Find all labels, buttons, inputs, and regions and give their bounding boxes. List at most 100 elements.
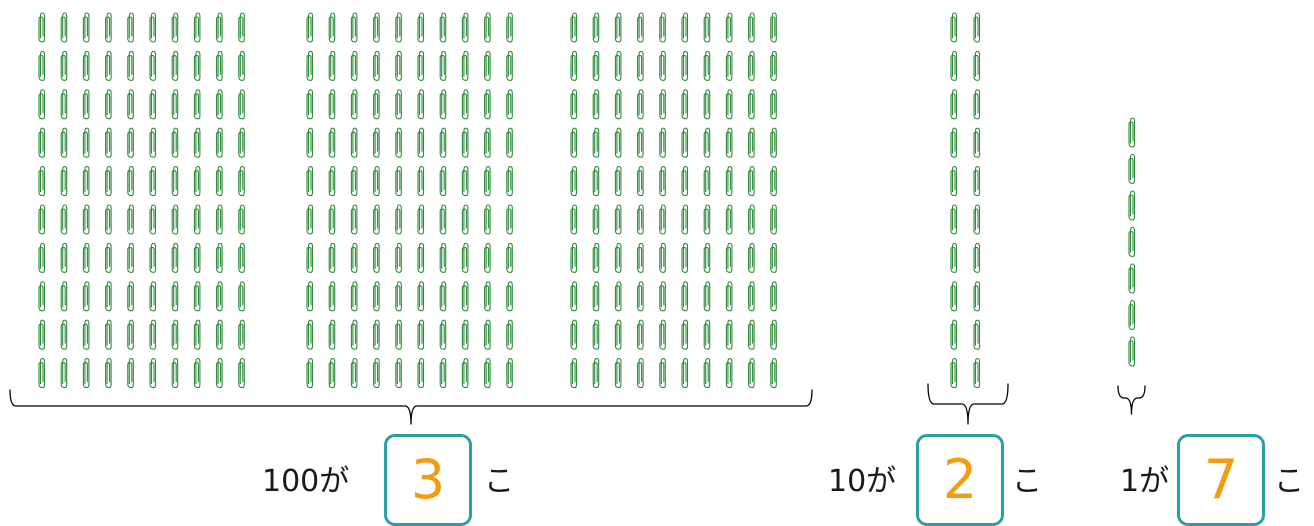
hundreds-block-2-paperclip-icon	[417, 358, 425, 389]
hundreds-block-2-paperclip-icon	[350, 242, 358, 273]
hundreds-block-3-paperclip-icon	[748, 166, 755, 197]
hundreds-block-3-paperclip-icon	[770, 204, 777, 235]
hundreds-block-2-paperclip-icon	[461, 50, 469, 81]
hundreds-block-1-paperclip-icon	[127, 204, 134, 235]
hundreds-block-3-paperclip-icon	[637, 89, 644, 120]
hundreds-block-1-paperclip-icon	[216, 12, 223, 43]
hundreds-block-1-paperclip-icon	[105, 127, 112, 158]
hundreds-block-3-paperclip-icon	[748, 242, 755, 273]
hundreds-block-2-paperclip-icon	[461, 12, 469, 43]
hundreds-block-3-paperclip-icon	[681, 242, 689, 273]
hundreds-block-2-paperclip-icon	[461, 127, 469, 158]
hundreds-block-1-paperclip-icon	[38, 281, 46, 312]
hundreds-block-3-paperclip-icon	[637, 50, 644, 81]
hundreds-block-1-paperclip-icon	[149, 358, 157, 389]
hundreds-block-3-paperclip-icon	[681, 358, 689, 389]
hundreds-block-1-paperclip-icon	[127, 319, 134, 350]
hundreds-block-3-paperclip-icon	[570, 166, 578, 197]
hundreds-block-2-paperclip-icon	[461, 358, 469, 389]
hundreds-block-3-paperclip-icon	[748, 204, 755, 235]
hundreds-block-3-paperclip-icon	[770, 281, 777, 312]
tens-stick-2-paperclip-icon	[973, 204, 981, 235]
hundreds-block-1-paperclip-icon	[60, 12, 68, 43]
hundreds-block-3-paperclip-icon	[725, 127, 733, 158]
hundreds-block-3-paperclip-icon	[592, 242, 600, 273]
hundreds-block-1-paperclip-icon	[38, 319, 46, 350]
hundreds-block-2-paperclip-icon	[328, 358, 336, 389]
hundreds-suffix-label: こ	[484, 464, 514, 499]
hundreds-block-2-paperclip-icon	[373, 204, 380, 235]
hundreds-block-1-paperclip-icon	[238, 204, 245, 235]
tens-stick-1-paperclip-icon	[950, 204, 958, 235]
hundreds-block-1-paperclip-icon	[238, 50, 245, 81]
hundreds-block-1-paperclip-icon	[193, 204, 201, 235]
hundreds-block-1-paperclip-icon	[238, 358, 245, 389]
hundreds-block-2-paperclip-icon	[484, 204, 491, 235]
hundreds-brace	[9, 389, 813, 425]
hundreds-block-1-paperclip-icon	[60, 319, 68, 350]
hundreds-block-3-paperclip-icon	[770, 242, 777, 273]
hundreds-block-2-paperclip-icon	[506, 89, 513, 120]
hundreds-block-3-paperclip-icon	[681, 166, 689, 197]
hundreds-block-2-paperclip-icon	[484, 166, 491, 197]
ones-brace	[1117, 385, 1146, 415]
hundreds-block-1-paperclip-icon	[171, 281, 179, 312]
hundreds-block-2-paperclip-icon	[395, 12, 402, 43]
hundreds-block-1-paperclip-icon	[105, 166, 112, 197]
hundreds-block-2-paperclip-icon	[506, 127, 513, 158]
hundreds-block-2-paperclip-icon	[506, 358, 513, 389]
hundreds-block-2-paperclip-icon	[350, 281, 358, 312]
hundreds-block-2-paperclip-icon	[373, 12, 380, 43]
hundreds-block-3-paperclip-icon	[637, 281, 644, 312]
hundreds-block-1-paperclip-icon	[149, 319, 157, 350]
ones-answer-box: 7	[1177, 434, 1265, 526]
hundreds-block-3-paperclip-icon	[570, 50, 578, 81]
hundreds-block-1-paperclip-icon	[216, 127, 223, 158]
hundreds-block-3-paperclip-icon	[748, 127, 755, 158]
hundreds-block-2-paperclip-icon	[506, 50, 513, 81]
ones-prefix-label: 1が	[1120, 464, 1170, 499]
tens-stick-2-paperclip-icon	[973, 319, 981, 350]
hundreds-block-3-paperclip-icon	[681, 281, 689, 312]
hundreds-block-1-paperclip-icon	[127, 242, 134, 273]
hundreds-block-3-paperclip-icon	[748, 358, 755, 389]
tens-stick-2-paperclip-icon	[973, 242, 981, 273]
hundreds-block-3-paperclip-icon	[637, 127, 644, 158]
hundreds-block-2-paperclip-icon	[306, 204, 314, 235]
tens-brace	[927, 383, 1009, 425]
hundreds-block-3-paperclip-icon	[681, 89, 689, 120]
hundreds-block-2-paperclip-icon	[506, 281, 513, 312]
hundreds-block-1-paperclip-icon	[38, 127, 46, 158]
hundreds-block-3-paperclip-icon	[570, 281, 578, 312]
hundreds-block-1-paperclip-icon	[105, 12, 112, 43]
ones-paperclip-icon	[1128, 226, 1136, 258]
hundreds-block-1-paperclip-icon	[238, 127, 245, 158]
hundreds-block-2-paperclip-icon	[373, 50, 380, 81]
hundreds-block-2-paperclip-icon	[306, 166, 314, 197]
hundreds-block-1-paperclip-icon	[82, 89, 90, 120]
hundreds-block-3-paperclip-icon	[592, 204, 600, 235]
hundreds-block-2-paperclip-icon	[306, 12, 314, 43]
hundreds-block-3-paperclip-icon	[770, 12, 777, 43]
tens-suffix-label: こ	[1012, 464, 1042, 499]
ones-paperclip-icon	[1128, 299, 1136, 331]
hundreds-block-3-paperclip-icon	[703, 281, 711, 312]
hundreds-block-3-paperclip-icon	[725, 281, 733, 312]
hundreds-block-3-paperclip-icon	[770, 319, 777, 350]
hundreds-block-1-paperclip-icon	[216, 358, 223, 389]
hundreds-block-2-paperclip-icon	[484, 12, 491, 43]
hundreds-block-1-paperclip-icon	[238, 242, 245, 273]
ones-paperclip-icon	[1128, 153, 1136, 185]
hundreds-block-3-paperclip-icon	[570, 12, 578, 43]
hundreds-block-1-paperclip-icon	[149, 12, 157, 43]
tens-stick-1-paperclip-icon	[950, 358, 958, 389]
hundreds-block-1-paperclip-icon	[127, 89, 134, 120]
hundreds-block-2-paperclip-icon	[306, 358, 314, 389]
tens-stick-1-paperclip-icon	[950, 12, 958, 43]
hundreds-block-1-paperclip-icon	[216, 242, 223, 273]
hundreds-block-3-paperclip-icon	[592, 50, 600, 81]
hundreds-block-2-paperclip-icon	[328, 204, 336, 235]
hundreds-block-1-paperclip-icon	[238, 319, 245, 350]
hundreds-block-1-paperclip-icon	[149, 89, 157, 120]
hundreds-block-3-paperclip-icon	[725, 12, 733, 43]
